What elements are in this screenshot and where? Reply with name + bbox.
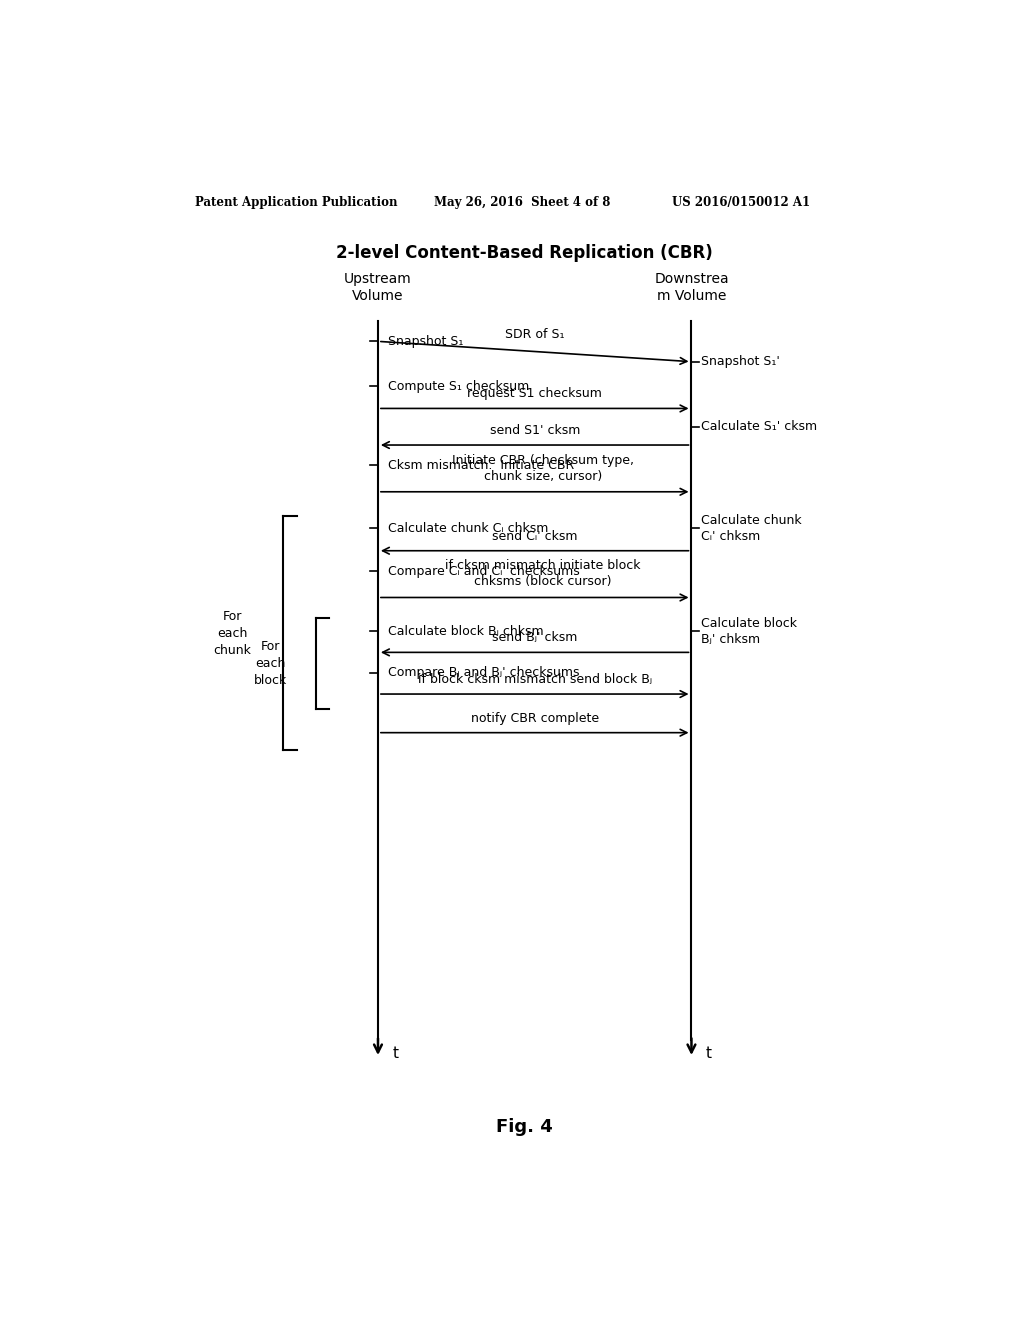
Text: Cksm mismatch.  Initiate CBR: Cksm mismatch. Initiate CBR: [387, 459, 573, 471]
Text: Snapshot S₁: Snapshot S₁: [387, 335, 463, 348]
Text: For
each
block: For each block: [254, 640, 287, 686]
Text: request S1 checksum: request S1 checksum: [467, 387, 602, 400]
Text: Compute S₁ checksum: Compute S₁ checksum: [387, 380, 528, 392]
Text: t: t: [392, 1047, 398, 1061]
Text: send Bⱼ' cksm: send Bⱼ' cksm: [493, 631, 578, 644]
Text: SDR of S₁: SDR of S₁: [505, 329, 564, 342]
Text: Snapshot S₁': Snapshot S₁': [701, 355, 780, 368]
Text: Calculate chunk Cᵢ chksm: Calculate chunk Cᵢ chksm: [387, 521, 548, 535]
Text: if block cksm mismatch send block Bⱼ: if block cksm mismatch send block Bⱼ: [418, 673, 652, 686]
Text: May 26, 2016  Sheet 4 of 8: May 26, 2016 Sheet 4 of 8: [433, 195, 610, 209]
Text: send Cᵢ' cksm: send Cᵢ' cksm: [492, 529, 578, 543]
Text: For
each
chunk: For each chunk: [213, 610, 251, 656]
Text: Calculate chunk
Cᵢ' chksm: Calculate chunk Cᵢ' chksm: [701, 513, 802, 543]
Text: Initiate CBR (checksum type,
chunk size, cursor): Initiate CBR (checksum type, chunk size,…: [452, 454, 634, 483]
Text: if cksm mismatch initiate block
chksms (block cursor): if cksm mismatch initiate block chksms (…: [444, 560, 640, 589]
Text: Fig. 4: Fig. 4: [497, 1118, 553, 1137]
Text: send S1' cksm: send S1' cksm: [489, 424, 580, 437]
Text: Downstrea
m Volume: Downstrea m Volume: [654, 272, 729, 302]
Text: 2-level Content-Based Replication (CBR): 2-level Content-Based Replication (CBR): [337, 244, 713, 261]
Text: Compare Bⱼ and Bⱼ' checksums: Compare Bⱼ and Bⱼ' checksums: [387, 667, 579, 680]
Text: US 2016/0150012 A1: US 2016/0150012 A1: [672, 195, 810, 209]
Text: t: t: [706, 1047, 712, 1061]
Text: Calculate block Bⱼ chksm: Calculate block Bⱼ chksm: [387, 624, 543, 638]
Text: Patent Application Publication: Patent Application Publication: [196, 195, 398, 209]
Text: notify CBR complete: notify CBR complete: [471, 711, 599, 725]
Text: Calculate S₁' cksm: Calculate S₁' cksm: [701, 420, 817, 433]
Text: Upstream
Volume: Upstream Volume: [344, 272, 412, 302]
Text: Calculate block
Bⱼ' chksm: Calculate block Bⱼ' chksm: [701, 616, 797, 645]
Text: Compare Cᵢ and Cᵢ' checksums: Compare Cᵢ and Cᵢ' checksums: [387, 565, 580, 578]
